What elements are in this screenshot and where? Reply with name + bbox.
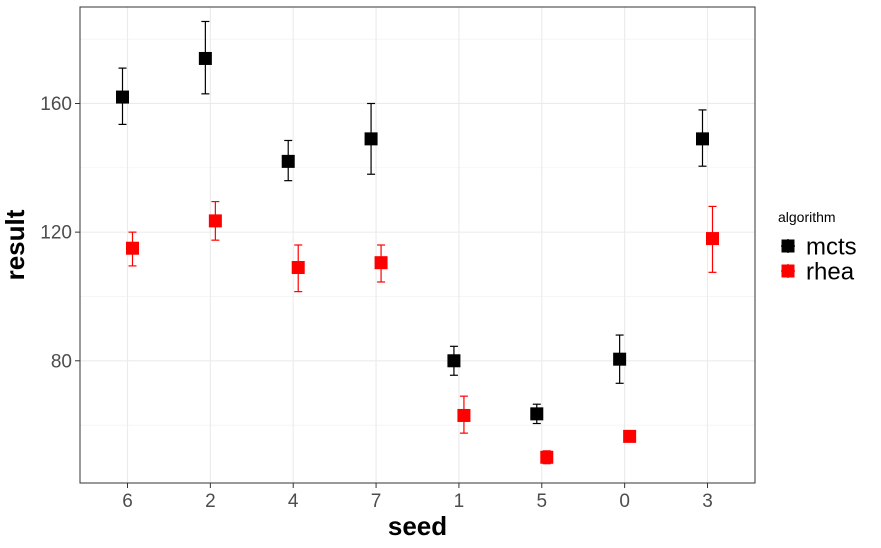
x-tick-label: 5 [536,491,547,512]
data-point-mcts [530,407,544,421]
x-tick-label: 1 [454,491,465,512]
x-tick-label: 2 [205,491,216,512]
x-tick-label: 7 [371,491,382,512]
series-layer [116,20,719,465]
x-axis: 6 2 4 7 1 5 0 3 [122,483,713,512]
data-point-rhea [706,232,719,246]
data-point-rhea [374,256,388,270]
data-point-mcts [447,354,461,368]
data-point-rhea [126,241,139,255]
x-tick-label: 0 [619,491,630,512]
legend-item-rhea: rhea [781,259,855,286]
data-point-mcts [364,132,378,146]
series-mcts [116,20,709,425]
plot-panel-border [79,6,756,484]
data-point-rhea [291,261,305,275]
grid [80,7,755,483]
legend-label: mcts [806,234,857,261]
x-tick-label: 6 [122,491,133,512]
y-axis: 80 120 160 [40,94,80,372]
legend-key-marker [781,239,795,253]
x-axis-title: seed [388,511,447,541]
data-point-mcts [696,132,709,146]
data-point-rhea [540,450,554,464]
data-point-rhea [457,408,471,422]
data-point-rhea [208,214,222,228]
y-tick-label: 120 [40,223,72,244]
x-tick-label: 4 [288,491,299,512]
legend-key-marker [781,264,795,278]
y-tick-label: 160 [40,94,72,115]
data-point-mcts [613,352,627,366]
y-tick-label: 80 [51,351,72,372]
legend-item-mcts: mcts [781,234,857,261]
x-tick-label: 3 [702,491,713,512]
data-point-mcts [116,90,129,104]
data-point-mcts [281,154,295,168]
legend-title: algorithm [778,209,836,225]
data-point-rhea [623,429,637,443]
series-rhea [126,200,719,465]
data-point-mcts [198,51,212,65]
y-axis-title: result [0,209,30,280]
legend-label: rhea [806,259,855,286]
